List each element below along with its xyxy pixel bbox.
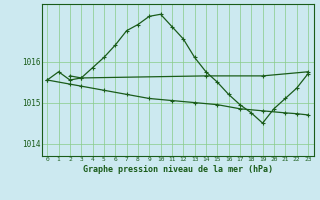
X-axis label: Graphe pression niveau de la mer (hPa): Graphe pression niveau de la mer (hPa) [83,165,273,174]
